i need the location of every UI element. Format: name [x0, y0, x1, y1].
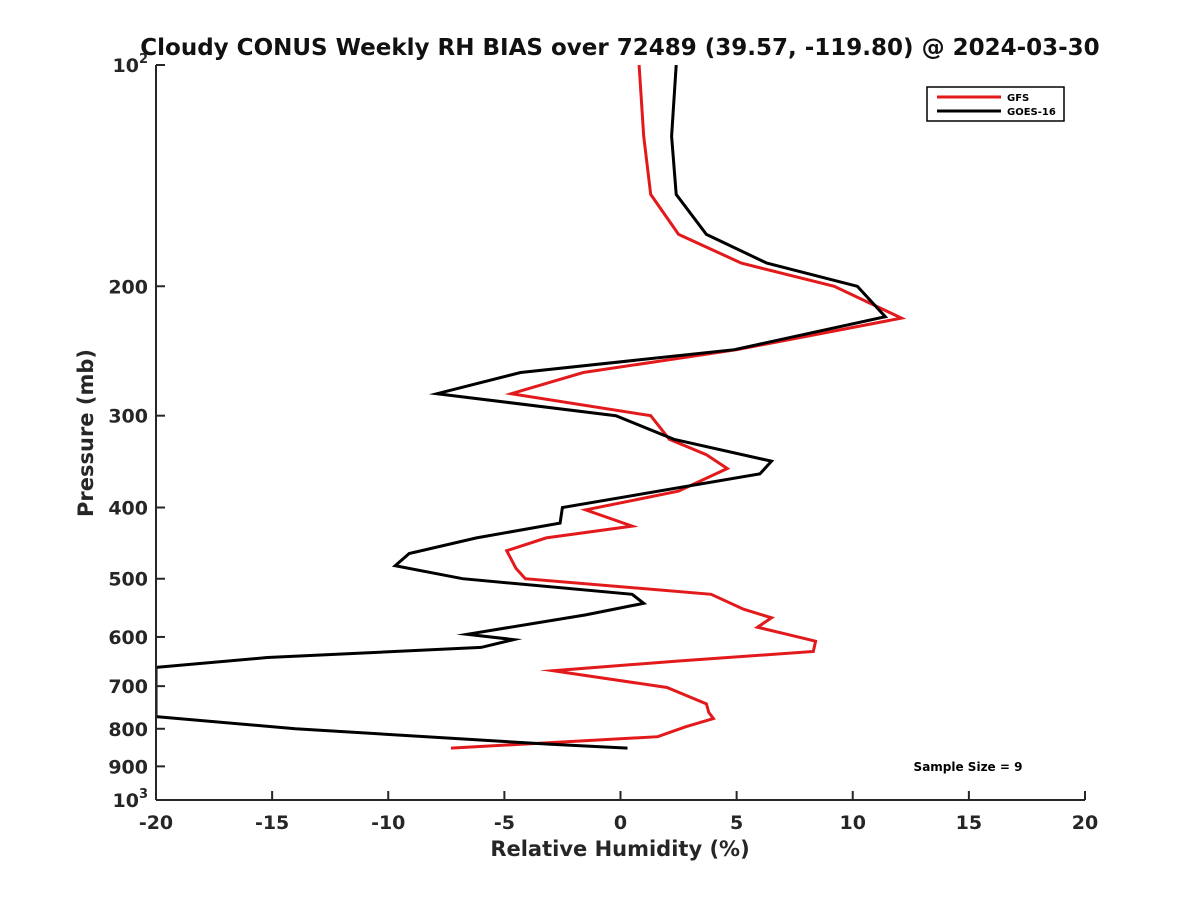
y-tick-label: 500: [108, 569, 148, 591]
y-ticks: 102 200 300 400 500 600 700 800 900 103: [108, 52, 165, 812]
series-line-gfs: [450, 65, 907, 750]
x-tick-label: 5: [730, 812, 743, 834]
legend-label: GFS: [1007, 93, 1029, 104]
legend: GFS GOES-16: [926, 86, 1065, 122]
plot-lines: [156, 65, 907, 750]
y-tick-label: 400: [108, 498, 148, 520]
x-tick-label: -15: [255, 812, 289, 834]
y-tick-label: 103: [113, 787, 149, 812]
y-tick-label: 600: [108, 627, 148, 649]
x-tick-label: -20: [139, 812, 173, 834]
y-tick-label: 900: [108, 756, 148, 778]
series-line-goes-16: [156, 65, 889, 750]
x-tick-label: 15: [956, 812, 982, 834]
chart-title: Cloudy CONUS Weekly RH BIAS over 72489 (…: [140, 35, 1099, 61]
x-tick-label: -10: [371, 812, 405, 834]
y-tick-label: 102: [113, 52, 149, 77]
x-tick-label: -5: [494, 812, 515, 834]
y-tick-label: 700: [108, 676, 148, 698]
y-tick-label: 200: [108, 276, 148, 298]
legend-box: [926, 86, 1065, 122]
x-ticks: -20 -15 -10 -5 0 5 10 15 20: [139, 791, 1098, 834]
x-tick-label: 10: [840, 812, 866, 834]
x-tick-label: 20: [1072, 812, 1098, 834]
x-tick-label: 0: [614, 812, 627, 834]
sample-size-annotation: Sample Size = 9: [914, 760, 1023, 774]
x-axis-label: Relative Humidity (%): [490, 837, 749, 861]
legend-label: GOES-16: [1007, 107, 1056, 118]
y-tick-label: 300: [108, 406, 148, 428]
y-axis-label: Pressure (mb): [74, 349, 98, 517]
y-tick-label: 800: [108, 719, 148, 741]
